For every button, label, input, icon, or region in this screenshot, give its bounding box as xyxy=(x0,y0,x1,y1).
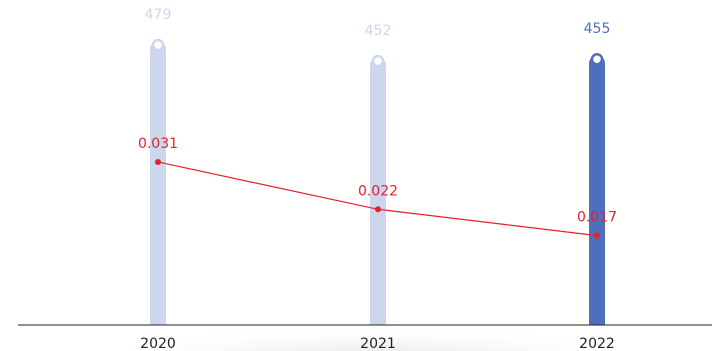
rate-label-2021: 0.022 xyxy=(358,183,398,199)
bar-base-2020 xyxy=(150,309,166,325)
bar-cap-marker xyxy=(151,38,165,52)
rate-point-2022 xyxy=(594,232,600,239)
x-tick-label-2020: 2020 xyxy=(140,336,176,351)
x-tick-label-2021: 2021 xyxy=(360,336,396,351)
bar-2020 xyxy=(150,41,166,325)
bar-value-label-2022: 455 xyxy=(584,21,611,37)
bar-2022 xyxy=(589,55,605,325)
x-axis-ticks: 2020 2021 2022 xyxy=(140,336,615,351)
bar-base-2022 xyxy=(589,309,605,325)
bar-cap-marker xyxy=(371,54,385,68)
bar-cap-marker xyxy=(590,52,604,66)
rate-point-2021 xyxy=(375,206,381,213)
bar-value-label-2021: 452 xyxy=(365,23,392,39)
line-layer: 0.031 0.022 0.017 xyxy=(138,136,617,239)
bar-2021 xyxy=(370,57,386,325)
bar-value-label-2020: 479 xyxy=(145,7,172,23)
bars-layer: 479 452 455 xyxy=(145,7,611,325)
bar-base-2021 xyxy=(370,309,386,325)
rate-label-2020: 0.031 xyxy=(138,136,178,152)
rate-point-2020 xyxy=(155,158,161,165)
rate-label-2022: 0.017 xyxy=(577,210,617,226)
x-tick-label-2022: 2022 xyxy=(579,336,615,351)
